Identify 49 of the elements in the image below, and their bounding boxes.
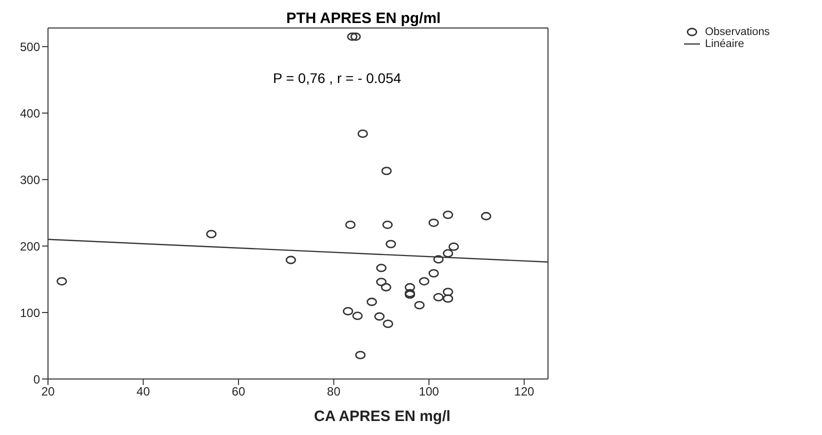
point xyxy=(206,230,217,238)
x-tick-label: 80 xyxy=(327,384,341,399)
point xyxy=(433,255,444,264)
chart-title: PTH APRES EN pg/ml xyxy=(285,10,442,27)
point xyxy=(56,277,68,286)
point xyxy=(442,249,454,258)
point xyxy=(480,212,492,220)
point xyxy=(442,294,454,303)
y-tick-label: 400 xyxy=(20,106,40,120)
x-axis-title: CA APRES EN mg/l xyxy=(314,408,450,425)
point xyxy=(386,240,396,248)
point xyxy=(286,256,296,264)
point xyxy=(382,320,394,328)
y-tick-label: 500 xyxy=(20,40,40,54)
point xyxy=(350,32,361,41)
point xyxy=(376,278,387,286)
point xyxy=(404,283,416,292)
point xyxy=(448,242,459,251)
point xyxy=(442,288,454,296)
y-tick-label: 200 xyxy=(20,239,40,254)
x-tick-label: 120 xyxy=(514,384,535,399)
x-tick-label: 20 xyxy=(41,384,55,399)
point xyxy=(366,298,378,306)
point xyxy=(428,218,439,227)
x-tick-label: 100 xyxy=(418,384,440,399)
point xyxy=(414,301,425,310)
point xyxy=(380,283,392,292)
point xyxy=(418,277,430,286)
point xyxy=(342,306,354,316)
point xyxy=(345,220,356,229)
point xyxy=(382,220,393,229)
point xyxy=(347,32,358,41)
point xyxy=(381,166,392,176)
x-tick-label: 60 xyxy=(232,384,246,399)
point xyxy=(374,312,385,321)
point xyxy=(355,350,366,360)
point xyxy=(358,130,368,138)
point xyxy=(433,293,444,302)
point xyxy=(352,312,363,320)
y-tick-label: 300 xyxy=(20,172,40,187)
point xyxy=(442,210,454,219)
point xyxy=(376,264,387,272)
legend-label: Linéaire xyxy=(705,38,744,50)
annotation: P = 0,76 , r = - 0.054 xyxy=(273,70,402,86)
y-tick-label: 100 xyxy=(20,306,40,320)
point xyxy=(428,269,439,278)
legend-label: Observations xyxy=(705,26,770,38)
y-tick-label: 0 xyxy=(33,372,40,386)
x-tick-label: 40 xyxy=(136,384,150,399)
